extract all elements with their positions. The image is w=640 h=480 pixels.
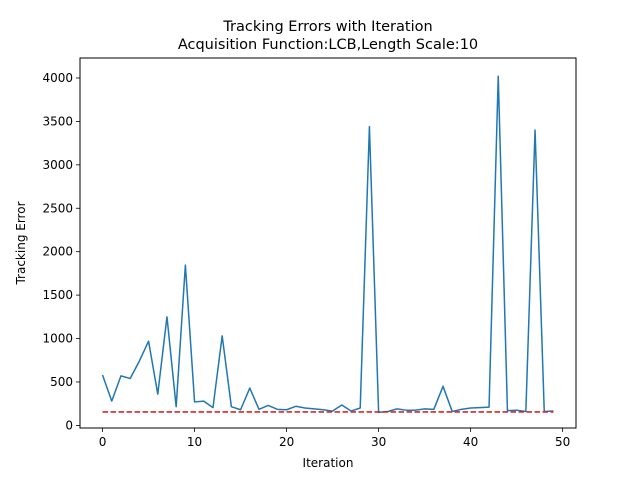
chart-subtitle: Acquisition Function:LCB,Length Scale:10 [178,37,478,53]
tracking-error-line [101,75,554,414]
x-axis-label: Iteration [303,456,354,470]
y-tick-label: 2000 [42,245,73,259]
x-tick-label: 0 [99,435,107,449]
y-axis-label: Tracking Error [14,201,28,285]
y-tick-label: 1500 [42,288,73,302]
x-tick-label: 40 [463,435,478,449]
y-tick-label: 3000 [42,158,73,172]
plot-area [101,75,554,414]
y-tick-label: 4000 [42,71,73,85]
y-tick-label: 0 [65,418,73,432]
y-axis: 0 500 1000 1500 2000 2500 3000 3500 4000 [42,71,80,432]
x-tick-label: 10 [187,435,202,449]
y-tick-label: 1000 [42,332,73,346]
x-axis: 0 10 20 30 40 50 [99,428,570,449]
chart-title: Tracking Errors with Iteration [222,19,432,35]
axes-frame [79,57,577,429]
x-tick-label: 30 [371,435,386,449]
x-tick-label: 20 [279,435,294,449]
y-tick-label: 3500 [42,114,73,128]
x-tick-label: 50 [555,435,570,449]
y-tick-label: 500 [50,375,73,389]
y-tick-label: 2500 [42,201,73,215]
